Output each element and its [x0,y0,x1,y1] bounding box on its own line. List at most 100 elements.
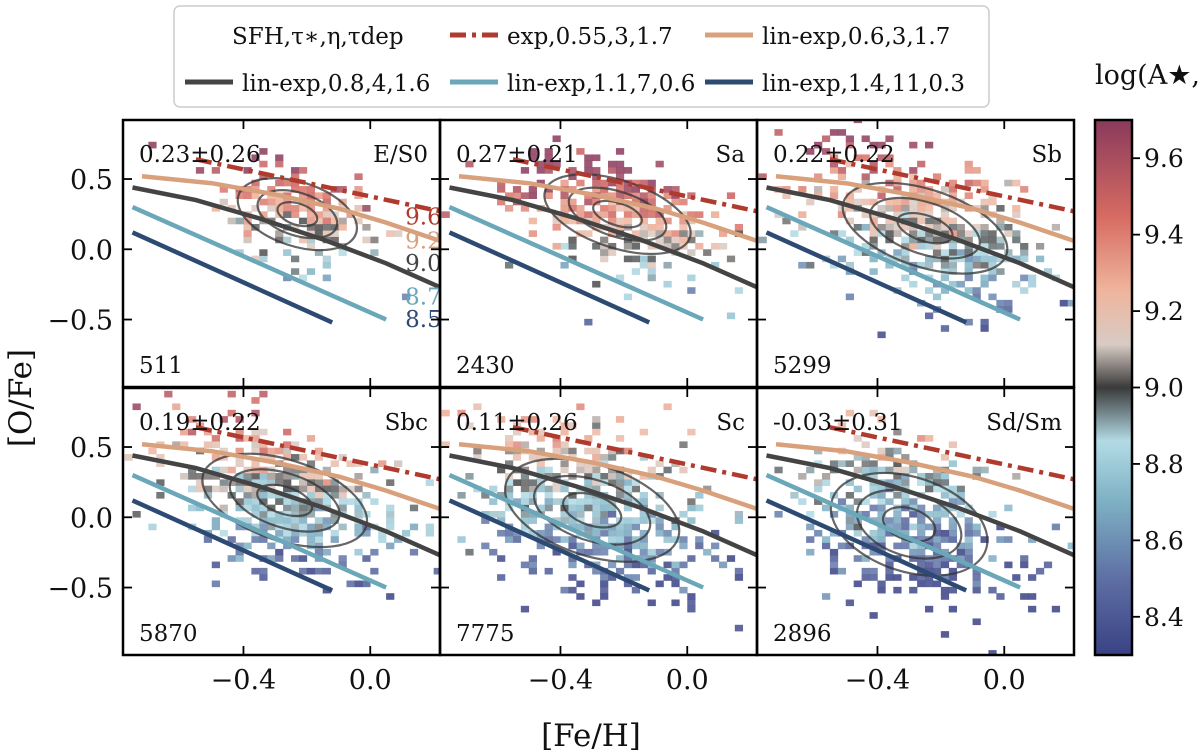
density-cell [909,586,918,594]
density-cell [560,242,569,250]
density-cell [980,280,989,288]
density-cell [988,293,997,301]
density-cell [814,498,823,505]
density-cell [734,510,744,518]
density-cell [663,192,672,199]
density-cell [687,517,696,524]
panel-ticks-1 [123,120,440,387]
density-cell [901,454,910,461]
density-cell [837,422,847,430]
density-cell [861,460,870,467]
density-cell [568,236,577,244]
density-cell [655,523,664,531]
density-cell [671,523,680,531]
density-cell [964,268,973,275]
density-cell [560,510,569,518]
density-cell [267,479,276,486]
density-cell [497,491,506,499]
density-cell [806,198,815,206]
y-tick-label: 0.5 [70,433,113,464]
density-cell [298,523,308,531]
density-cell [940,217,950,225]
density-cell [568,586,577,594]
density-cell [829,567,839,575]
density-cell [441,409,450,417]
density-cell [584,479,593,486]
model-track-5 [448,498,651,593]
density-cell [639,548,648,556]
density-cell [639,211,648,218]
density-cell [306,529,316,537]
density-cell [925,567,934,575]
density-cell [917,179,926,187]
density-cell [917,186,926,193]
density-cell [925,242,934,250]
density-cell [576,580,585,588]
density-cell [814,173,823,181]
density-cell [608,473,617,480]
density-cell [932,255,942,263]
density-cell [901,274,910,282]
density-cell [544,186,553,193]
density-cell [568,167,577,174]
density-cell [845,198,854,206]
density-cell [695,230,704,237]
density-cell [639,217,648,225]
density-cell [576,211,585,218]
density-cell [837,230,847,237]
density-cell [592,542,601,550]
density-cell [552,160,561,168]
density-cell [932,479,942,486]
density-cell [124,454,133,461]
density-cell [536,542,545,550]
density-cell [869,230,878,237]
density-cell [259,523,268,531]
density-cell [386,593,395,600]
panel-type-6: Sd/Sm [986,410,1062,436]
density-cell [639,529,648,537]
density-cell [948,223,958,231]
density-cell [647,255,656,263]
density-cell [758,173,767,181]
density-cell [608,160,617,168]
density-cell [623,192,633,199]
density-cell [623,217,633,225]
density-cell [283,479,292,486]
density-cell [227,217,236,225]
density-cell [948,460,958,467]
density-cell [655,223,664,231]
density-cell [306,491,316,499]
density-cell [901,242,910,250]
density-cell [647,261,656,269]
density-cell [687,555,696,562]
density-cell [893,542,902,550]
density-cell [592,447,601,455]
density-cell [687,249,696,256]
density-cell [592,517,601,524]
density-cell [560,192,569,199]
density-cell [1012,211,1021,218]
density-cell [512,536,522,543]
density-cell [917,536,926,543]
x-tick-label: 0.0 [666,665,709,696]
panel-4: 0.19±0.22 Sbc 5870 −0.4 0.0 −0.5 0.0 0.5 [47,386,442,696]
panel-plot-area-3 [758,120,1074,339]
density-cell [679,441,688,449]
density-cell [671,198,680,206]
density-cell [869,612,878,619]
density-cell [291,179,300,187]
density-cell [180,473,189,480]
density-cell [980,274,989,282]
density-cell [497,529,506,537]
density-cell [695,491,704,499]
density-cell [901,466,910,474]
density-cell [631,242,641,250]
density-cell [504,536,514,543]
density-cell [631,192,641,199]
density-cell [560,217,569,225]
density-cell [608,498,617,505]
density-cell [663,261,672,269]
density-cell [925,473,934,480]
density-cell [726,192,736,199]
panel-2: 0.27±0.21 Sa 2430 [438,118,759,389]
